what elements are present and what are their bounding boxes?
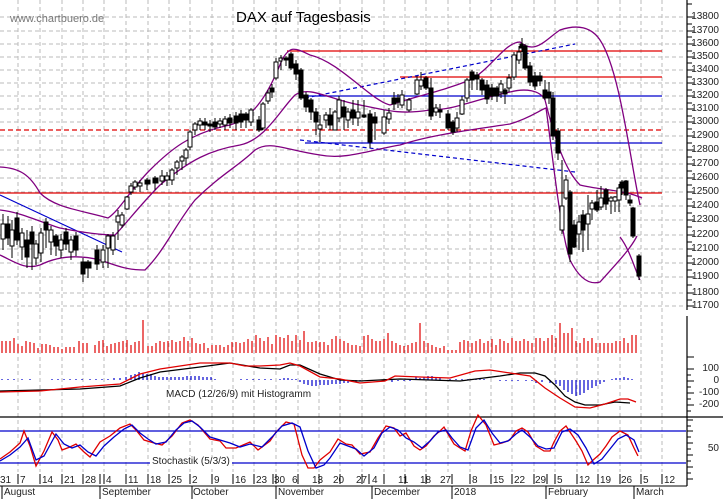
stochastic-lines (0, 413, 640, 469)
month-tick: 2018 (454, 487, 477, 498)
day-tick: 8 (472, 475, 478, 486)
price-tick: 11900 (691, 271, 719, 282)
chart-title: DAX auf Tagesbasis (236, 9, 371, 26)
day-tick: 12 (579, 475, 591, 486)
macd-tick: -100 (698, 387, 719, 398)
price-tick: 12500 (691, 186, 719, 197)
day-tick: 6 (292, 475, 298, 486)
macd-lines (0, 362, 637, 409)
month-tick: August (4, 487, 36, 498)
day-tick: 14 (42, 475, 54, 486)
bollinger-bands (0, 26, 643, 284)
price-tick: 12300 (691, 214, 719, 225)
price-tick: 12100 (691, 243, 719, 254)
price-tick: 13800 (691, 11, 719, 22)
day-tick: 9 (214, 475, 220, 486)
price-tick: 12800 (691, 144, 719, 155)
price-tick: 11800 (691, 287, 719, 298)
macd-label: MACD (12/26/9) mit Histogramm (165, 389, 313, 400)
month-tick: October (193, 487, 229, 498)
day-tick: 28 (85, 475, 97, 486)
price-tick: 12400 (691, 200, 719, 211)
price-tick: 13500 (691, 51, 719, 62)
day-tick: 7 (20, 475, 26, 486)
price-tick: 13200 (691, 90, 719, 101)
price-tick: 12700 (691, 158, 719, 169)
price-tick: 11700 (691, 300, 719, 311)
day-tick: 5 (557, 475, 563, 486)
day-tick: 23 (256, 475, 268, 486)
day-tick: 2 (192, 475, 198, 486)
month-tick: March (636, 487, 664, 498)
day-tick: 27 (356, 475, 368, 486)
x-axis-day-ticks (1, 474, 663, 499)
day-tick: 4 (372, 475, 378, 486)
stoch-tick: 50 (707, 443, 719, 454)
volume-bars (1, 320, 637, 353)
day-tick: 30 (274, 475, 286, 486)
candlesticks (0, 38, 642, 282)
day-tick: 19 (600, 475, 612, 486)
day-tick: 4 (106, 475, 112, 486)
day-tick: 20 (333, 475, 345, 486)
month-tick: November (278, 487, 325, 498)
price-tick: 13700 (691, 25, 719, 36)
month-tick: December (374, 487, 421, 498)
day-tick: 11 (398, 475, 409, 486)
price-tick: 13300 (691, 77, 719, 88)
day-tick: 18 (150, 475, 162, 486)
day-tick: 13 (312, 475, 324, 486)
day-tick: 18 (420, 475, 432, 486)
price-tick: 12000 (691, 257, 719, 268)
day-tick: 21 (64, 475, 76, 486)
macd-histogram (1, 372, 633, 396)
price-tick: 13600 (691, 38, 719, 49)
day-tick: 22 (514, 475, 526, 486)
price-tick: 13000 (691, 116, 719, 127)
price-tick: 12900 (691, 130, 719, 141)
day-tick: 12 (664, 475, 676, 486)
stochastic-label: Stochastik (5/3/3) (150, 456, 232, 467)
macd-tick: 100 (702, 363, 719, 374)
price-tick: 13100 (691, 103, 719, 114)
month-tick: September (102, 487, 151, 498)
y-axis-ticks (687, 3, 694, 480)
day-tick: 31 (0, 475, 12, 486)
day-tick: 11 (128, 475, 139, 486)
day-tick: 5 (643, 475, 649, 486)
macd-tick: -200 (698, 399, 719, 410)
day-tick: 15 (493, 475, 505, 486)
day-tick: 26 (621, 475, 633, 486)
day-tick: 27 (440, 475, 452, 486)
day-tick: 16 (235, 475, 247, 486)
day-tick: 29 (535, 475, 547, 486)
month-tick: February (548, 487, 589, 498)
price-tick: 13400 (691, 64, 719, 75)
macd-tick: 0 (713, 375, 719, 386)
watermark: www.chartbuero.de (10, 13, 105, 25)
day-tick: 25 (171, 475, 183, 486)
price-tick: 12600 (691, 172, 719, 183)
price-tick: 12200 (691, 229, 719, 240)
